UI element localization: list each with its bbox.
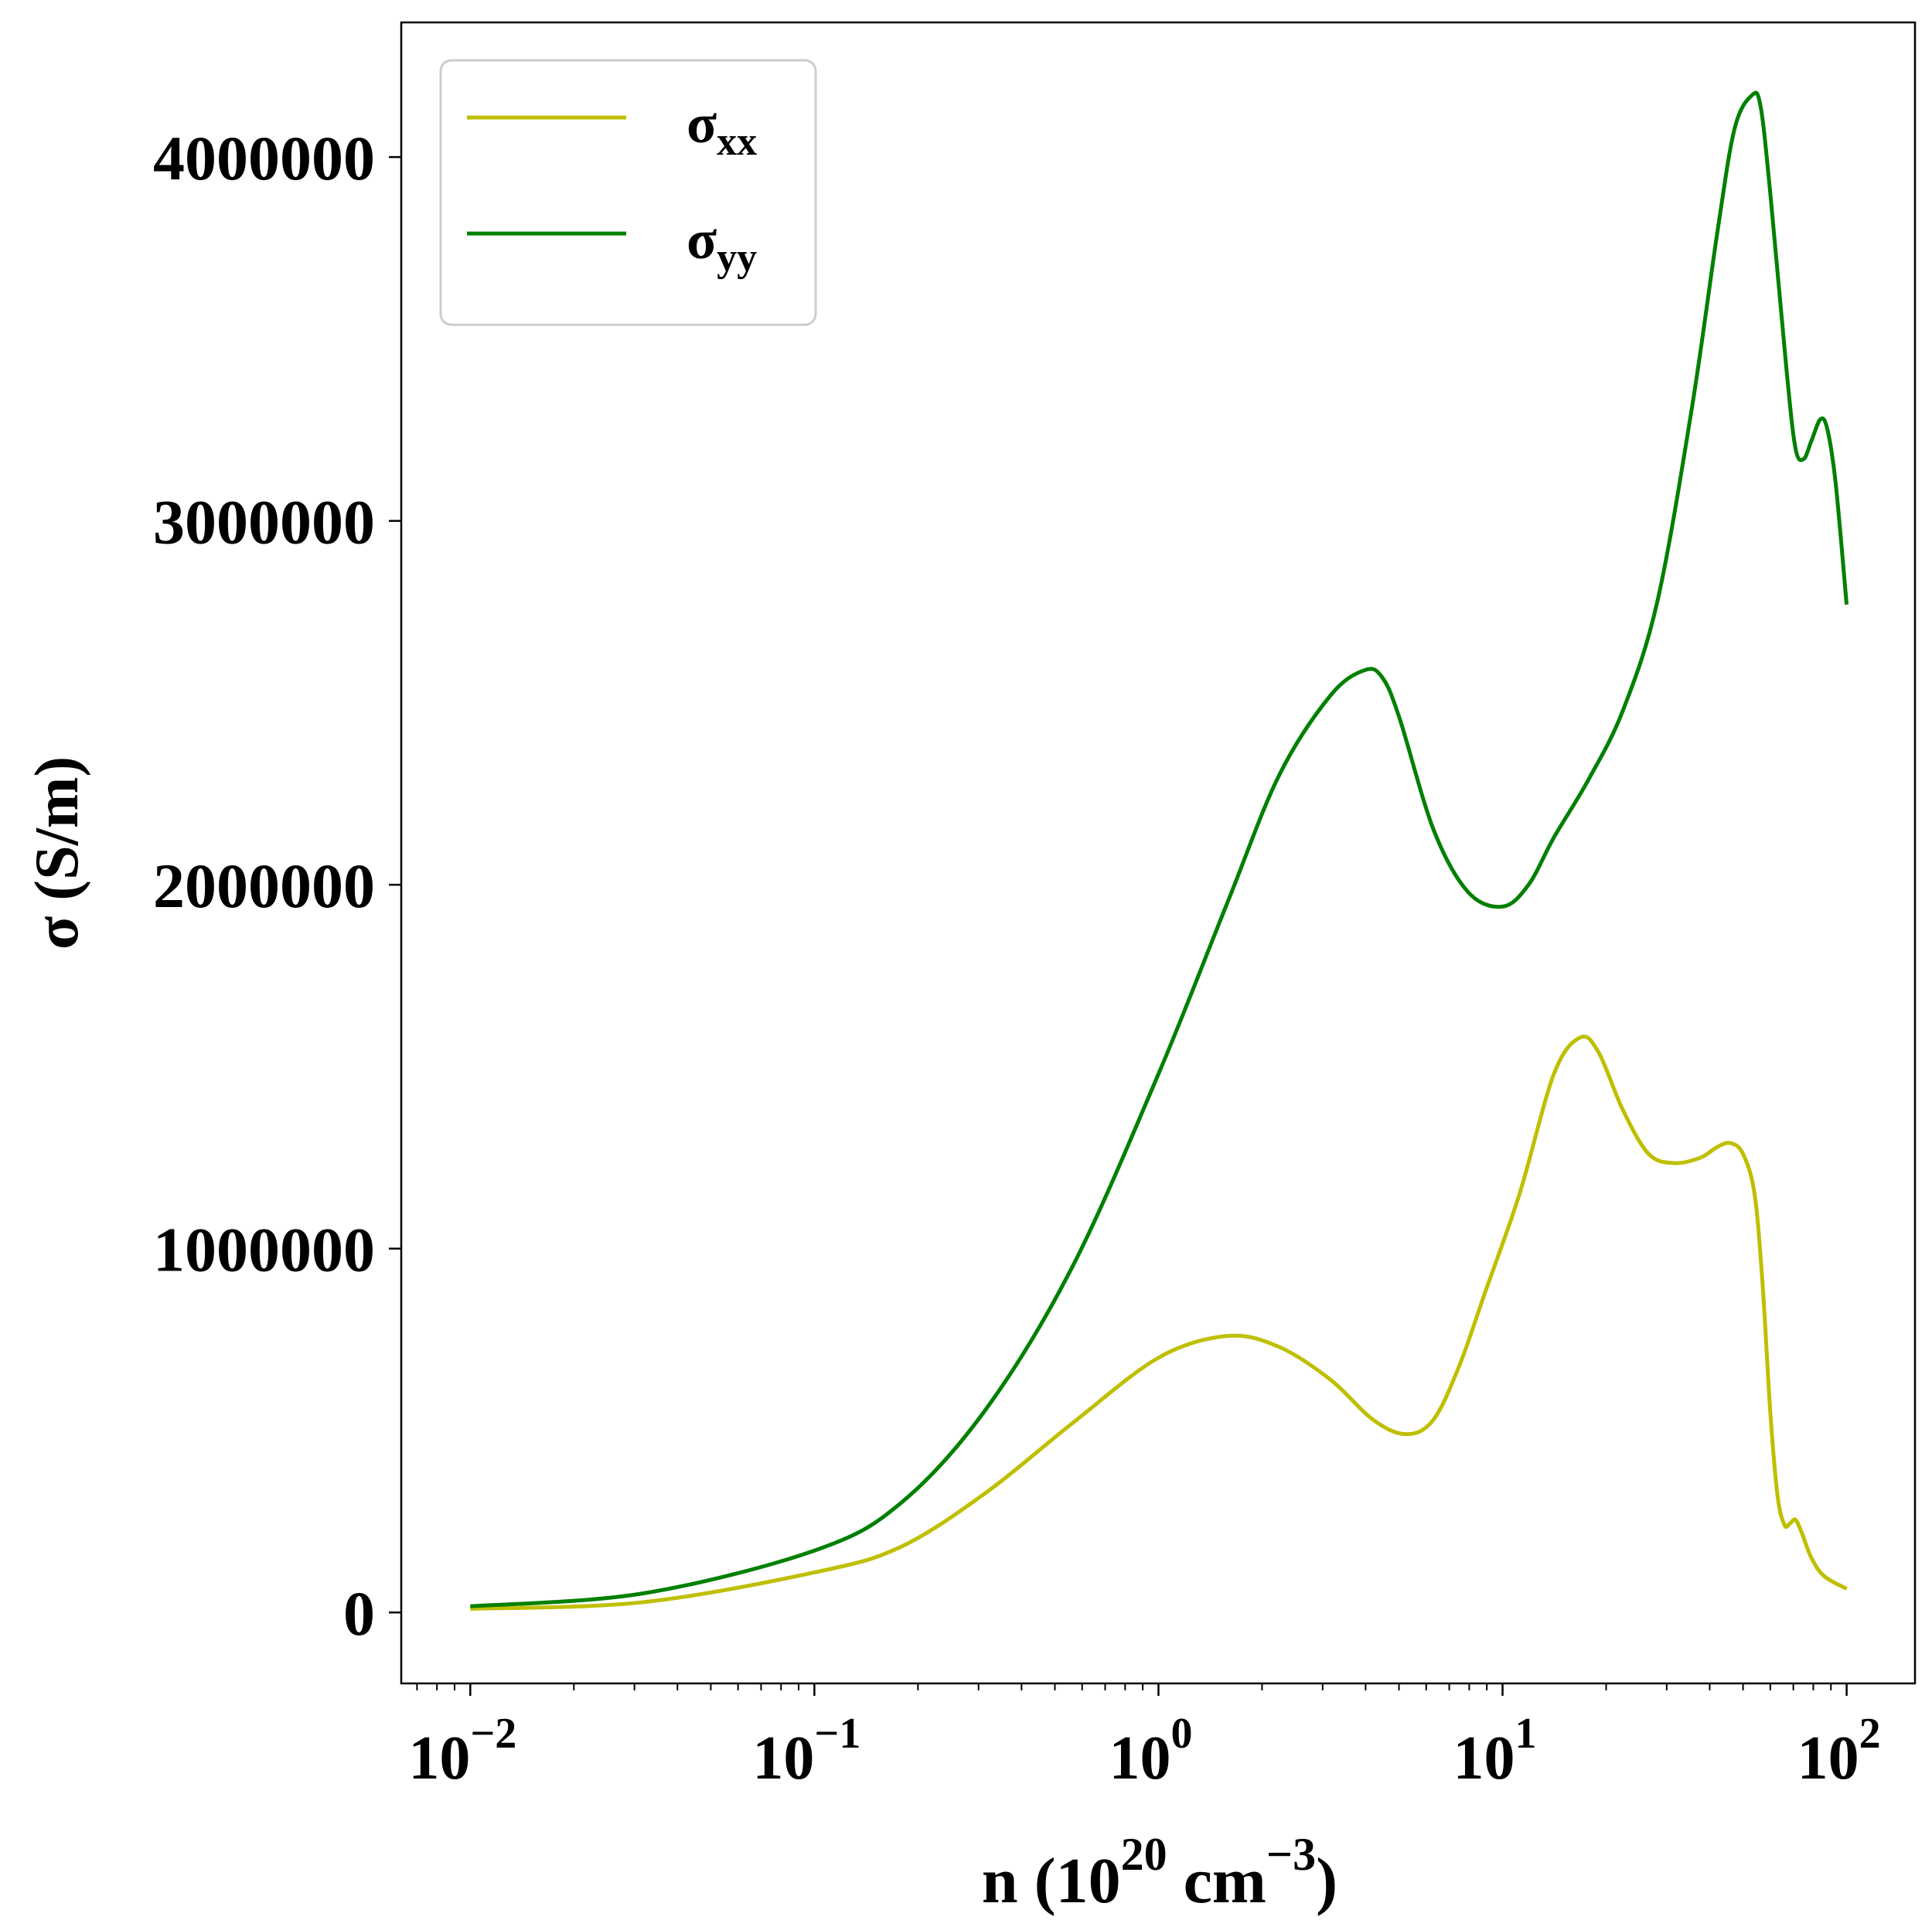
- series-line-sigma-xx: [470, 1035, 1848, 1612]
- x-axis-label-base: n (10: [982, 1845, 1121, 1917]
- x-tick-label: 101: [1453, 1710, 1537, 1792]
- legend-label-sigma-yy-symbol: σ: [687, 209, 717, 271]
- x-tick-label-base: 10: [1109, 1724, 1170, 1792]
- x-axis-label-exponent-1: 20: [1121, 1829, 1167, 1880]
- x-tick-label-base: 10: [1453, 1724, 1515, 1792]
- y-tick-label: 2000000: [153, 851, 375, 921]
- x-minor-ticks: [416, 1683, 1832, 1690]
- x-axis-label: n (1020 cm−3): [982, 1829, 1337, 1917]
- x-axis-label-exponent-2: −3: [1266, 1829, 1316, 1880]
- y-tick-label: 0: [343, 1578, 375, 1649]
- legend-label-sigma-xx: σxx: [687, 93, 757, 164]
- legend-box: [439, 59, 817, 326]
- x-tick-label: 10−2: [408, 1710, 516, 1792]
- x-tick-label-exponent: −1: [814, 1710, 860, 1758]
- x-ticks: 10−2 10−1 100 101 102: [408, 1683, 1881, 1792]
- legend-label-sigma-xx-subscript: xx: [717, 120, 757, 164]
- legend-label-sigma-yy: σyy: [687, 209, 757, 280]
- x-tick-label: 10−1: [752, 1710, 860, 1792]
- x-axis-label-end: ): [1316, 1845, 1337, 1917]
- x-tick-label-exponent: 2: [1859, 1710, 1881, 1758]
- x-tick-label-base: 10: [1797, 1724, 1859, 1792]
- series-layer: [470, 90, 1849, 1612]
- x-tick-label: 100: [1109, 1710, 1192, 1792]
- legend: σxx σyy: [439, 59, 817, 326]
- x-tick-label-exponent: −2: [470, 1710, 516, 1758]
- y-tick-label: 1000000: [153, 1215, 375, 1285]
- x-tick-label: 102: [1797, 1710, 1881, 1792]
- y-tick-label: 4000000: [153, 123, 375, 193]
- legend-label-sigma-yy-subscript: yy: [717, 236, 757, 280]
- y-tick-label: 3000000: [153, 487, 375, 558]
- x-axis-label-unit: cm: [1167, 1845, 1266, 1917]
- x-tick-label-base: 10: [752, 1724, 814, 1792]
- x-tick-label-exponent: 0: [1170, 1710, 1192, 1758]
- y-ticks: 0 1000000 2000000 3000000 4000000: [153, 123, 401, 1649]
- legend-label-sigma-xx-symbol: σ: [687, 93, 717, 155]
- x-tick-label-base: 10: [408, 1724, 470, 1792]
- y-axis-label: σ (S/m): [23, 756, 91, 950]
- series-line-sigma-yy: [470, 90, 1849, 1608]
- x-tick-label-exponent: 1: [1515, 1710, 1537, 1758]
